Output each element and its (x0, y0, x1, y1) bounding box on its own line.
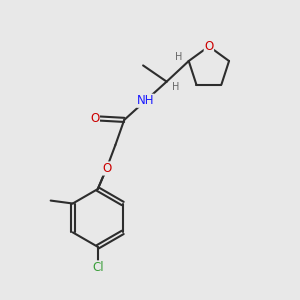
Text: O: O (102, 162, 111, 175)
Text: H: H (175, 52, 182, 62)
Text: Cl: Cl (92, 261, 103, 274)
Text: NH: NH (137, 94, 154, 107)
Text: O: O (90, 112, 99, 125)
Text: H: H (172, 82, 179, 92)
Text: O: O (204, 40, 214, 53)
